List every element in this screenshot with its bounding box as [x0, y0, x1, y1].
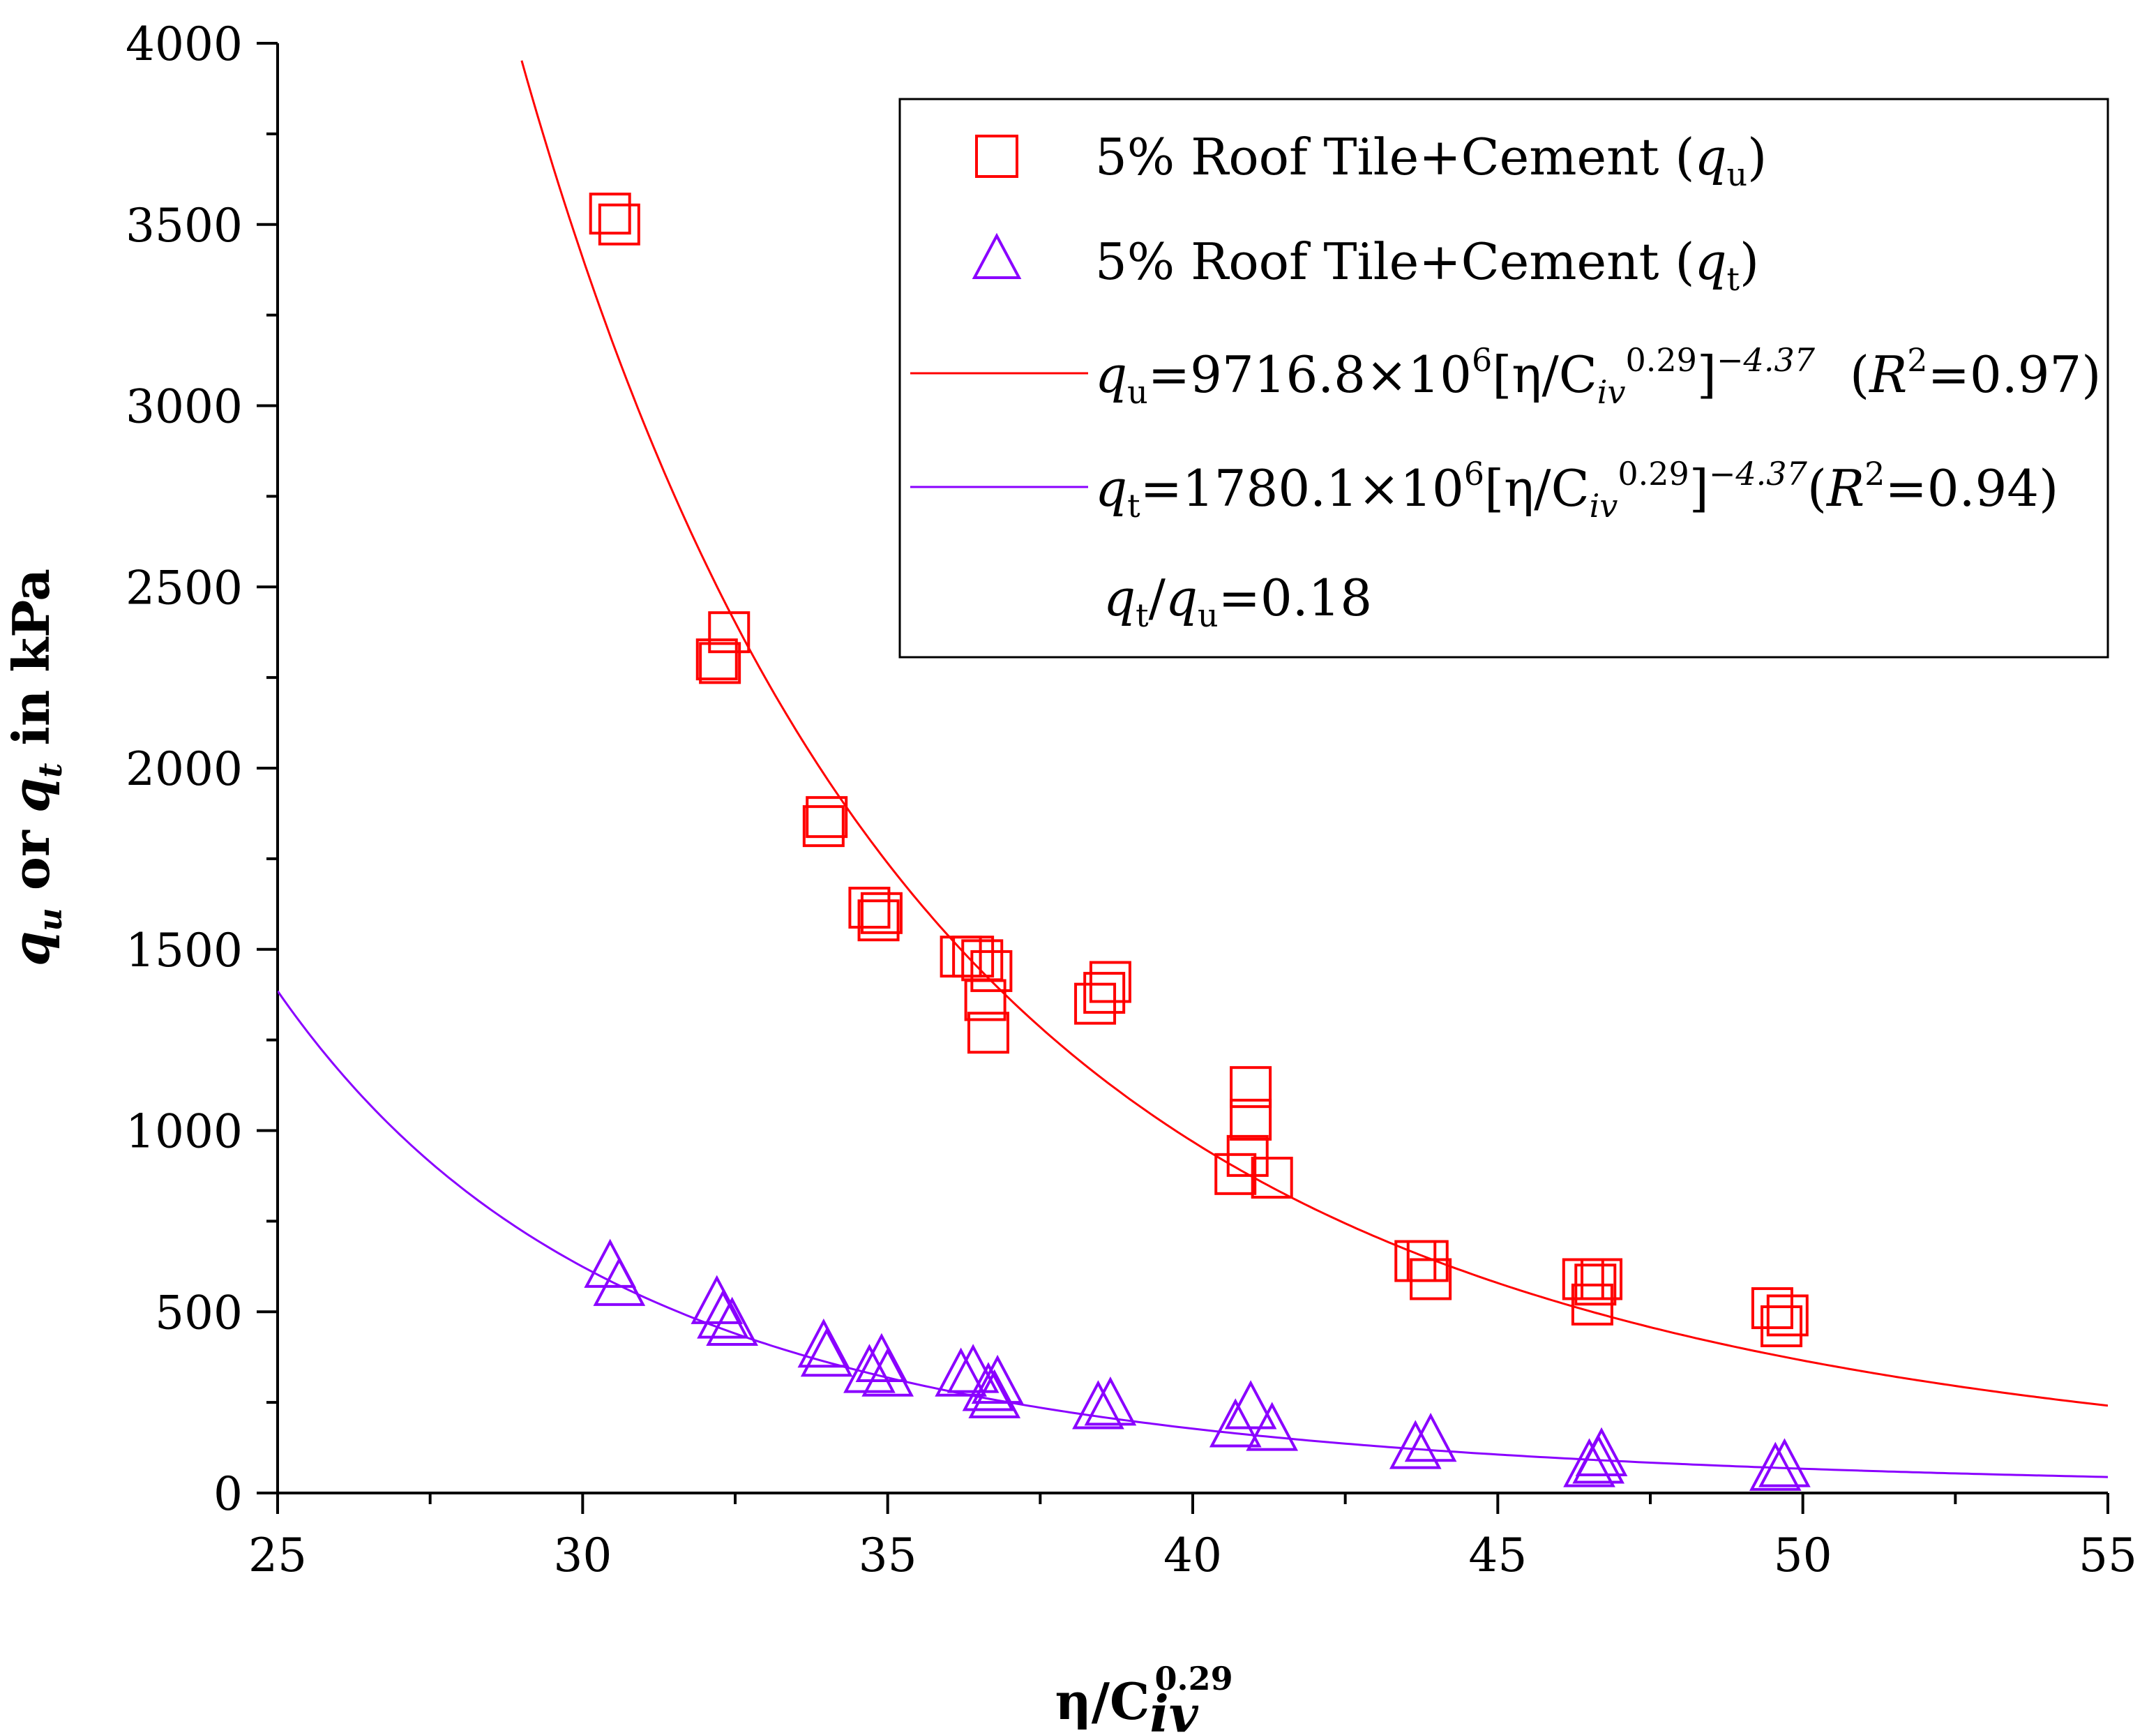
qu-point	[1766, 1294, 1809, 1337]
y-tick-label: 500	[155, 1286, 243, 1340]
qu-point	[1083, 972, 1126, 1014]
qu-markers	[589, 193, 1809, 1348]
y-tick-label: 3000	[126, 380, 243, 434]
y-tick-label: 1000	[126, 1105, 243, 1159]
legend-qu-marker	[975, 135, 1018, 178]
x-tick-label: 45	[1468, 1529, 1527, 1582]
qt-point	[968, 1369, 1021, 1418]
qt-point	[1749, 1441, 1802, 1491]
qu-point	[940, 936, 982, 978]
qu-point	[1230, 1066, 1272, 1109]
qt-point	[1224, 1380, 1277, 1430]
qu-point	[1074, 982, 1117, 1025]
qt-point	[1563, 1438, 1615, 1487]
qt-point	[1404, 1413, 1457, 1462]
qt-point	[1246, 1402, 1299, 1451]
qu-point	[695, 638, 738, 681]
qt-point	[1209, 1398, 1262, 1448]
qu-point	[1226, 1134, 1269, 1177]
legend-qt-label: 5% Roof Tile+Cement (qt)	[1095, 232, 1759, 298]
qt-point	[861, 1347, 914, 1397]
y-tick-label: 3500	[126, 199, 243, 253]
legend: 5% Roof Tile+Cement (qu) 5% Roof Tile+Ce…	[898, 98, 2109, 659]
qt-point	[935, 1347, 987, 1397]
x-tick-label: 35	[859, 1529, 917, 1582]
y-axis-title: qu or qt in kPa	[1, 569, 69, 966]
qt-point	[843, 1344, 896, 1393]
x-axis-title: η/Civ0.29	[1055, 1660, 1232, 1733]
qu-point	[1406, 1240, 1449, 1282]
x-tick-label: 30	[553, 1529, 612, 1582]
qt-point	[1575, 1427, 1628, 1477]
y-tick-label: 2500	[126, 561, 243, 615]
x-tick-label: 55	[2079, 1529, 2137, 1582]
qu-point	[1581, 1258, 1623, 1300]
qu-point	[1761, 1305, 1803, 1348]
x-tick-label: 25	[248, 1529, 307, 1582]
qt-fit-curve	[278, 990, 2108, 1478]
qt-point	[1389, 1420, 1442, 1469]
x-tick-label: 40	[1163, 1529, 1222, 1582]
y-tick-label: 1500	[126, 924, 243, 977]
qu-point	[857, 899, 900, 942]
x-axis-ticks: 25 30 35 40 45 50 55	[248, 1493, 2137, 1582]
qt-markers	[584, 1238, 1811, 1491]
qu-point	[699, 642, 741, 684]
qu-point	[848, 887, 891, 929]
qt-point	[697, 1289, 749, 1339]
qu-point	[1089, 961, 1131, 1003]
y-tick-label: 4000	[126, 17, 243, 71]
qt-point	[593, 1256, 646, 1306]
y-tick-label: 0	[213, 1467, 243, 1521]
qt-point	[855, 1333, 908, 1382]
qu-point	[970, 950, 1013, 992]
qu-point	[1410, 1258, 1452, 1300]
legend-box	[898, 98, 2109, 659]
y-axis-ticks: 0 500 1000 1500 2000 2500 3000 3500 4000	[126, 17, 278, 1521]
qt-point	[800, 1327, 853, 1377]
qt-point	[691, 1275, 744, 1324]
legend-qt-marker	[972, 232, 1022, 279]
qu-point	[1251, 1157, 1293, 1199]
y-tick-label: 2000	[126, 742, 243, 796]
qt-point	[971, 1354, 1024, 1404]
legend-qu-label: 5% Roof Tile+Cement (qu)	[1095, 128, 1767, 193]
qu-point	[964, 979, 1007, 1021]
qu-point	[1751, 1287, 1793, 1330]
qt-point	[962, 1362, 1015, 1411]
qu-fit-curve	[520, 60, 2108, 1407]
qu-point	[860, 892, 903, 934]
qu-point	[1214, 1153, 1257, 1195]
legend-ratio-label: qt/qu=0.18	[1103, 569, 1372, 634]
qu-point	[961, 939, 1004, 982]
qu-point	[708, 611, 751, 654]
qu-point	[589, 193, 631, 235]
qt-point	[1758, 1438, 1811, 1487]
qu-point	[1574, 1263, 1617, 1306]
qu-point	[806, 796, 848, 839]
qt-point	[1084, 1376, 1137, 1426]
qt-point	[797, 1318, 850, 1368]
legend-qt-fit-label: qt=1780.1×106[η/Civ0.29]−4.37(R2=0.94)	[1095, 455, 2058, 525]
qu-point	[598, 203, 640, 246]
legend-qu-fit-label: qu=9716.8×106[η/Civ0.29]−4.37 (R2=0.97)	[1095, 341, 2101, 411]
qt-point	[1072, 1380, 1124, 1430]
qu-point	[967, 1012, 1009, 1054]
qt-point	[706, 1296, 758, 1346]
x-tick-label: 50	[1774, 1529, 1832, 1582]
qu-point	[1230, 1098, 1272, 1141]
qu-point	[802, 805, 845, 848]
